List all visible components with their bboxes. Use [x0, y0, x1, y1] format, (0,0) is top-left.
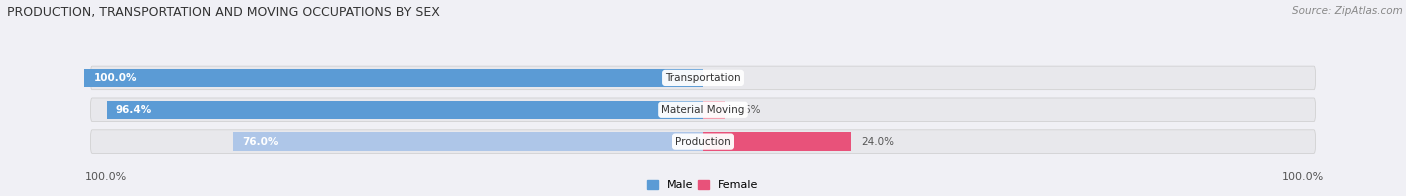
- Text: Source: ZipAtlas.com: Source: ZipAtlas.com: [1292, 6, 1403, 16]
- Text: 76.0%: 76.0%: [242, 137, 278, 147]
- Text: 24.0%: 24.0%: [860, 137, 894, 147]
- Text: Material Moving: Material Moving: [661, 105, 745, 115]
- Bar: [703, 101, 725, 119]
- Text: 0.0%: 0.0%: [713, 73, 738, 83]
- Text: 96.4%: 96.4%: [115, 105, 152, 115]
- Bar: [84, 69, 703, 87]
- Text: Transportation: Transportation: [665, 73, 741, 83]
- Text: 100.0%: 100.0%: [94, 73, 138, 83]
- Text: 100.0%: 100.0%: [1282, 172, 1324, 182]
- Legend: Male, Female: Male, Female: [647, 180, 759, 191]
- FancyBboxPatch shape: [90, 98, 1316, 122]
- Bar: [703, 132, 852, 151]
- Text: 3.6%: 3.6%: [734, 105, 761, 115]
- FancyBboxPatch shape: [90, 66, 1316, 90]
- Text: PRODUCTION, TRANSPORTATION AND MOVING OCCUPATIONS BY SEX: PRODUCTION, TRANSPORTATION AND MOVING OC…: [7, 6, 440, 19]
- Text: Production: Production: [675, 137, 731, 147]
- Bar: [107, 101, 703, 119]
- Bar: [233, 132, 703, 151]
- FancyBboxPatch shape: [90, 130, 1316, 153]
- Text: 100.0%: 100.0%: [84, 172, 127, 182]
